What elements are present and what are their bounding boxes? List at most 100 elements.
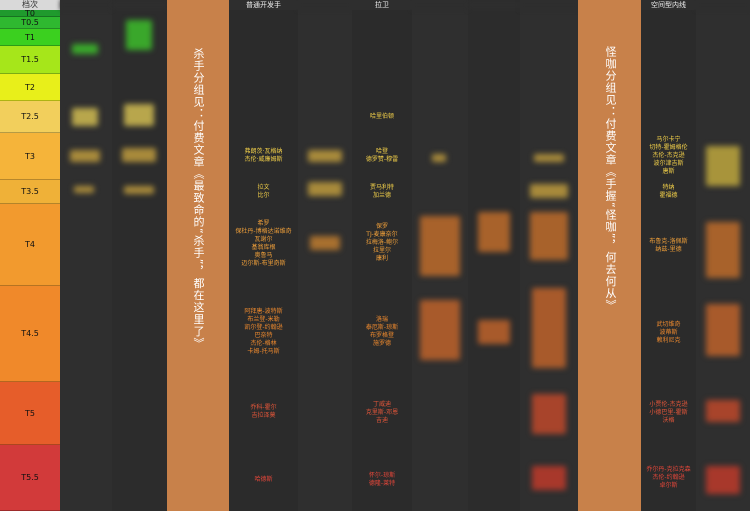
tier-t4-entries: 希罗 保杜丹-博格达诺维奇 瓦谢尔 基翁库根 奥鲁马 迈尔斯-布里奇斯: [229, 220, 298, 268]
column-header: 拉卫: [352, 0, 412, 10]
tier-t5-entries: 小贾伦-杰克逊 小德巴里-霍斯 沃格: [641, 401, 696, 425]
player-name: 小德巴里-霍斯: [649, 409, 688, 416]
blurred-entry: [72, 108, 98, 126]
blurred-entry: [74, 186, 94, 193]
blurred-entry: [532, 394, 566, 434]
blurred-entry: [706, 304, 740, 356]
tier-cell: T1: [0, 29, 60, 46]
column-header: 普通开发手: [229, 0, 298, 10]
blurred-column: [60, 0, 112, 511]
player-name: 霍福德: [659, 192, 678, 199]
blurred-column-header: [696, 0, 750, 10]
tier-t4-5-entries: 阿拜唐-波特斯 布兰登-米勒 凯尔登-约翰逊 巴奈特 杰伦-格林 卡姆-托马斯: [229, 308, 298, 356]
blurred-column-header: [298, 0, 352, 10]
blurred-column: [520, 0, 578, 511]
player-name: 赖利尼克: [656, 337, 681, 344]
weirdo-group-band: 怪咖分组见：付费文章《手握“怪咖”，何去何从》: [578, 0, 641, 511]
player-name: 切特-霍姆格伦: [649, 144, 688, 151]
player-name: 唐斯: [662, 168, 675, 175]
player-name: 施罗德: [372, 340, 391, 347]
tier-t3-entries: 弗朗茨·瓦格纳 杰伦·威廉姆斯: [229, 148, 298, 164]
player-name: 哈德斯: [254, 476, 273, 483]
blurred-column: [112, 0, 167, 511]
weirdo-group-note: 怪咖分组见：付费文章《手握“怪咖”，何去何从》: [604, 46, 617, 312]
tier-cell: T3: [0, 133, 60, 180]
player-name: 拉里尔: [372, 247, 391, 254]
blurred-entry: [124, 186, 154, 194]
blurred-entry: [532, 288, 566, 368]
player-name: 洛瑞: [375, 316, 388, 323]
blurred-entry: [122, 148, 156, 162]
blurred-entry: [308, 182, 342, 196]
blurred-column: [412, 0, 468, 511]
tier-t5-entries: 丁威迪 克里斯-邓恩 吉迪: [352, 401, 412, 425]
player-name: 杰伦-杰克逊: [652, 152, 685, 159]
player-name: 凯尔登-约翰逊: [244, 324, 283, 331]
player-name: 奥鲁马: [254, 252, 273, 259]
player-name: 德罗赞-穆雷: [365, 156, 399, 163]
tier-t5-entries: 乔科-霍尔 吉拉泽莫: [229, 404, 298, 420]
blurred-column-header: [468, 0, 520, 10]
blurred-entry: [70, 150, 100, 162]
player-name: 沃格: [662, 417, 675, 424]
tier-cell: T2: [0, 74, 60, 101]
player-name: 弗朗茨·瓦格纳: [244, 148, 283, 155]
blurred-column-header: [60, 0, 112, 10]
tier-cell: T2.5: [0, 101, 60, 133]
player-name: 阿拜唐-波特斯: [244, 308, 283, 315]
tier-t4-5-entries: 武切维奇 波蒂斯 赖利尼克: [641, 321, 696, 345]
player-name: 拉文: [257, 184, 270, 191]
player-name: 哈里伯顿: [369, 113, 394, 120]
tier-cell: T5: [0, 382, 60, 445]
tier-t4-entries: 保罗 TJ-麦康奈尔 拉梅洛-鲍尔 拉里尔 康利: [352, 223, 412, 263]
player-name: 杰伦-格林: [250, 340, 277, 347]
player-name: TJ-麦康奈尔: [366, 231, 398, 238]
blurred-entry: [308, 150, 342, 162]
tier-t3-5-entries: 拉文 比尔: [229, 184, 298, 200]
player-name: 乔科-霍尔: [250, 404, 277, 411]
player-name: 巴奈特: [254, 332, 273, 339]
tier-t5-5-entries: 怀尔-琼斯 德隆-莱特: [352, 472, 412, 488]
blurred-entry: [706, 146, 740, 186]
player-name: 保罗: [375, 223, 388, 230]
blurred-entry: [478, 320, 510, 344]
player-name: 吉迪: [375, 417, 388, 424]
player-name: 波蒂斯: [659, 329, 678, 336]
player-name: 武切维奇: [656, 321, 681, 328]
player-name: 贾马利特: [369, 184, 394, 191]
player-name: 吉拉泽莫: [251, 412, 276, 419]
player-name: 乔尔丹-克拉克森: [646, 466, 691, 473]
player-name: 拉梅洛-鲍尔: [365, 239, 399, 246]
player-name: 杰伦·威廉姆斯: [244, 156, 283, 163]
blurred-entry: [706, 222, 740, 278]
tier-t5-5-entries: 乔尔丹-克拉克森 杰伦-约翰逊 卓尔斯: [641, 466, 696, 490]
player-name: 基翁库根: [251, 244, 276, 251]
player-name: 哈登: [375, 148, 388, 155]
player-name: 迈尔斯-布里奇斯: [241, 260, 286, 267]
blurred-column: [696, 0, 750, 511]
tier-t2-5-entries: 哈里伯顿: [352, 113, 412, 121]
tier-t5-5-entries: 哈德斯: [229, 476, 298, 484]
player-name: 布兰登-米勒: [247, 316, 280, 323]
tier-t3-entries: 哈登 德罗赞-穆雷: [352, 148, 412, 164]
player-name: 特纳: [662, 184, 675, 191]
blurred-entry: [310, 236, 340, 250]
blurred-column-header: [412, 0, 468, 10]
blurred-entry: [124, 104, 154, 126]
blurred-entry: [478, 212, 510, 252]
player-name: 比尔: [257, 192, 270, 199]
tier-cell: T1.5: [0, 46, 60, 74]
player-name: 保杜丹-博格达诺维奇: [235, 228, 292, 235]
tier-t4-entries: 布鲁克-洛佩斯 纳兹-里德: [641, 238, 696, 254]
player-name: 卡姆-托马斯: [247, 348, 280, 355]
blurred-column-header: [112, 0, 167, 10]
blurred-entry: [706, 466, 740, 494]
killer-group-band: 杀手分组见：付费文章《最致命的“杀手”，都在这里了》: [167, 0, 229, 511]
player-name: 小贾伦-杰克逊: [649, 401, 688, 408]
blurred-entry: [432, 154, 446, 162]
tier-cell: T4.5: [0, 286, 60, 382]
tier-cell: T0: [0, 9, 60, 18]
column-guard: 拉卫 哈里伯顿 哈登 德罗赞-穆雷 贾马利特 加兰德 保罗 TJ-麦康奈尔 拉梅…: [352, 0, 412, 511]
tier-t4-5-entries: 洛瑞 泰厄斯-琼斯 布罗格登 施罗德: [352, 316, 412, 348]
tier-cell: T4: [0, 204, 60, 286]
